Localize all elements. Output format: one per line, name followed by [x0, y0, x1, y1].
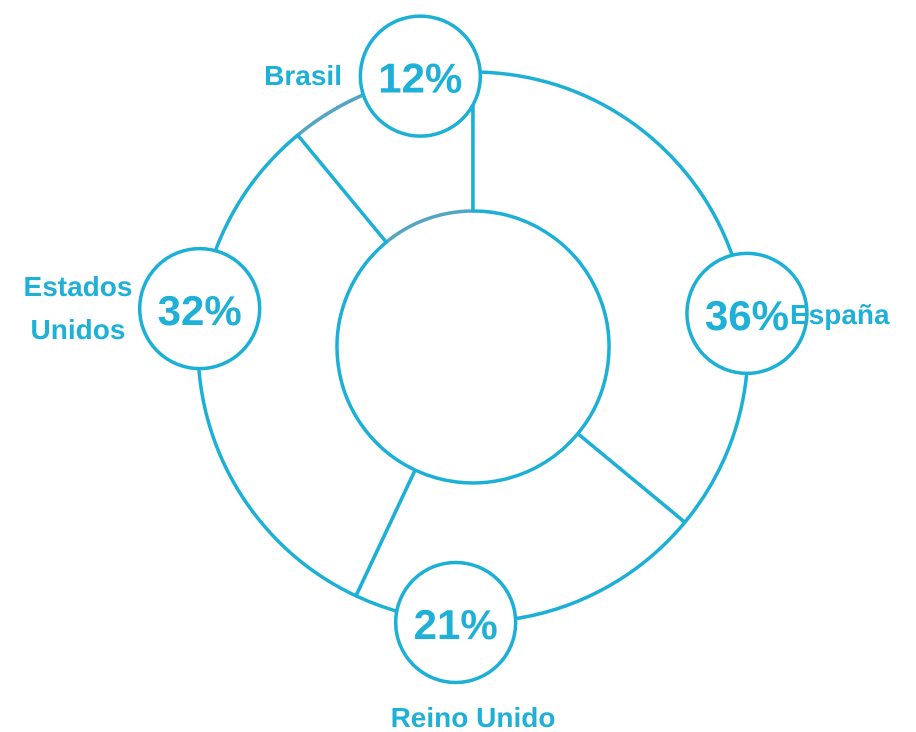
value-badge [137, 246, 262, 371]
value-label: 32% [158, 287, 242, 334]
value-label: 36% [705, 292, 789, 339]
category-label: España [790, 299, 890, 330]
value-label: 12% [378, 55, 462, 102]
category-label: Estados Unidos [23, 271, 133, 345]
segment [471, 70, 750, 525]
category-label: Brasil [264, 60, 342, 91]
category-label: Reino Unido [390, 702, 556, 732]
value-badge [685, 251, 809, 376]
value-label: 21% [414, 601, 498, 648]
value-badge [393, 560, 518, 685]
segment [196, 133, 417, 598]
value-badge [358, 14, 483, 138]
